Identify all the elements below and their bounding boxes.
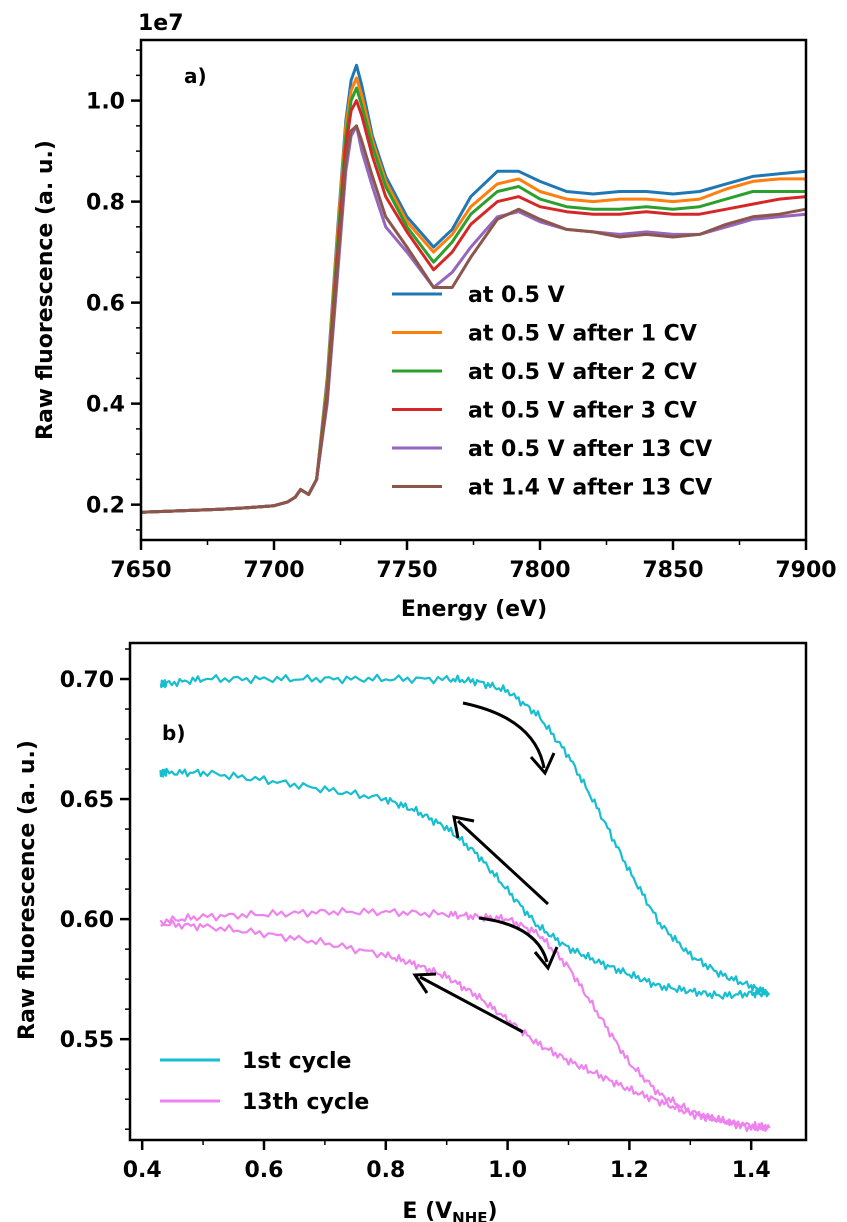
panel-a-ylabel: Raw fluorescence (a. u.) (33, 140, 58, 440)
y-tick-label: 0.6 (86, 292, 125, 317)
arrow-lower-cycle1-left (456, 819, 550, 906)
panel-b-ylabel: Raw fluorescence (a. u.) (15, 740, 40, 1040)
panel-b-frame (128, 641, 808, 1142)
arrow-lower-cycle13-left (419, 975, 524, 1034)
legend-label: at 0.5 V after 3 CV (468, 399, 697, 424)
x-tick-label: 0.6 (244, 1158, 283, 1183)
legend-label: 13th cycle (242, 1090, 369, 1115)
panel-a-offset-text: 1e7 (138, 11, 184, 36)
legend-label: at 0.5 V after 2 CV (468, 360, 697, 385)
y-tick-label: 0.55 (60, 1028, 114, 1053)
y-tick-label: 0.8 (86, 191, 125, 216)
y-tick-label: 0.70 (60, 668, 114, 693)
arrow-upper-cycle13-down (478, 916, 549, 963)
x-tick-label: 7850 (642, 558, 703, 583)
panel-a-series-group (140, 63, 807, 514)
x-tick-label: 7900 (775, 558, 836, 583)
panel-a-legend: at 0.5 V at 0.5 V after 1 CV at 0.5 V afte… (392, 283, 712, 501)
arrowhead-lower-cycle1 (452, 815, 475, 839)
x-tick-label: 7650 (110, 558, 171, 583)
y-tick-label: 0.65 (60, 788, 114, 813)
x-tick-label: 7700 (243, 558, 304, 583)
y-tick-label: 0.60 (60, 908, 114, 933)
series-line-at-1.4-v-after-13-cv (140, 124, 807, 514)
x-tick-label: 0.8 (366, 1158, 405, 1183)
legend-label: at 1.4 V after 13 CV (468, 476, 712, 501)
panel-a-ticks: 7650 7700 7750 7800 7850 7900 0.2 0.4 0.6 0.8 1.0 (86, 49, 837, 583)
panel-b-legend: 1st cycle 13th cycle (160, 1049, 369, 1115)
series-line-1st-cycle-lower (159, 767, 770, 1000)
panel-b-series-group (159, 673, 771, 1133)
series-line-13th-cycle-upper (159, 906, 771, 1133)
y-tick-label: 0.4 (86, 393, 125, 418)
panel-b-ticks: 0.4 0.6 0.8 1.0 1.2 1.4 0.55 0.60 0.65 0.70 (60, 648, 771, 1183)
arrowhead-upper-cycle13 (533, 946, 559, 971)
x-tick-label: 1.0 (488, 1158, 527, 1183)
y-tick-label: 1.0 (86, 90, 125, 115)
legend-label: at 0.5 V after 1 CV (468, 322, 697, 347)
y-tick-label: 0.2 (86, 494, 125, 519)
panel-a-label: a) (184, 64, 207, 88)
x-tick-label: 0.4 (123, 1158, 162, 1183)
x-tick-label: 1.4 (732, 1158, 771, 1183)
arrowhead-upper-cycle1 (529, 752, 556, 776)
panel-b: 0.4 0.6 0.8 1.0 1.2 1.4 0.55 0.60 0.65 0.70 b) E … (15, 641, 808, 1222)
panel-b-label: b) (162, 721, 185, 745)
legend-label: 1st cycle (242, 1049, 351, 1074)
panel-a: 7650 7700 7750 7800 7850 79000.20.40.60.81.0 … (33, 11, 837, 622)
x-tick-label: 1.2 (610, 1158, 649, 1183)
panel-b-xlabel: E (VNHE) (402, 1199, 497, 1222)
series-line-13th-cycle-lower (160, 919, 771, 1132)
x-tick-label: 7800 (509, 558, 570, 583)
panel-b-arrows (412, 701, 559, 1034)
series-line-1st-cycle-upper (159, 673, 770, 996)
x-tick-label: 7750 (376, 558, 437, 583)
arrow-upper-cycle1-down (462, 701, 546, 769)
arrowhead-lower-cycle13 (412, 972, 437, 994)
legend-label: at 0.5 V (468, 283, 565, 308)
legend-label: at 0.5 V after 13 CV (468, 437, 712, 462)
panel-a-xlabel: Energy (eV) (401, 597, 547, 622)
